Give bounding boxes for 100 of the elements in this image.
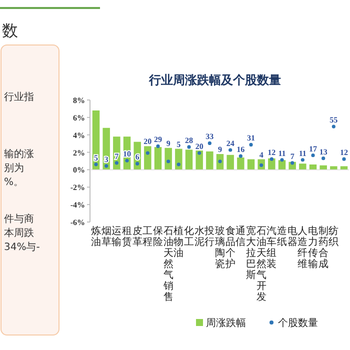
data-label: 12 xyxy=(268,148,276,158)
bar xyxy=(154,147,162,170)
point xyxy=(198,151,202,155)
point xyxy=(300,158,304,162)
text: 数 xyxy=(2,21,18,40)
bar xyxy=(144,146,152,170)
x-tick-label: 石油天然气销售 xyxy=(162,226,174,303)
x-tick-label: 制药合成 xyxy=(318,225,328,270)
x-tick-label: 玻璃陶瓷 xyxy=(215,225,225,270)
point xyxy=(156,144,160,148)
point xyxy=(104,164,108,168)
data-label: 13 xyxy=(319,147,328,156)
text: 件与商 xyxy=(4,213,34,225)
x-tick-label: 汽车组装 xyxy=(266,225,277,270)
bar xyxy=(196,150,203,170)
point xyxy=(228,148,232,152)
data-label: 5 xyxy=(94,153,98,162)
data-label: 24 xyxy=(226,139,234,148)
point xyxy=(270,157,274,161)
data-label: 7 xyxy=(114,152,119,161)
point xyxy=(280,158,284,162)
data-label: 20 xyxy=(195,142,204,152)
text: 行业指 xyxy=(4,91,34,103)
x-tick-label: 工程 xyxy=(142,226,153,248)
data-label: 28 xyxy=(185,136,193,145)
x-tick-label: 电力传输 xyxy=(308,225,318,270)
text: 别为 xyxy=(4,162,24,174)
x-tick-label: 投行 xyxy=(204,225,215,248)
y-tick-label: 4% xyxy=(73,130,85,140)
data-label: 7 xyxy=(290,152,294,161)
x-tick-label: 通信 xyxy=(236,225,246,248)
bar xyxy=(330,166,338,170)
data-label: 20 xyxy=(144,137,152,146)
data-label: 29 xyxy=(154,135,162,144)
bar xyxy=(102,128,110,170)
data-label: 16 xyxy=(236,145,245,154)
y-tick-label: 0% xyxy=(73,166,85,175)
point xyxy=(187,145,191,149)
data-label: 55 xyxy=(330,116,338,125)
x-tick-label: 造纸 xyxy=(277,225,287,248)
bar xyxy=(237,158,244,170)
point xyxy=(249,142,253,147)
point xyxy=(311,154,315,158)
data-label: 33 xyxy=(206,132,214,142)
y-tick-label: -6% xyxy=(70,218,85,227)
point xyxy=(290,161,294,165)
data-label: 31 xyxy=(247,134,255,143)
x-tick-label: 炼油 xyxy=(91,225,101,248)
point xyxy=(125,158,129,162)
x-tick-label: 化工 xyxy=(184,225,194,248)
point xyxy=(322,156,326,160)
data-label: 12 xyxy=(340,148,348,158)
bar xyxy=(247,159,255,170)
y-tick-label: 8% xyxy=(73,96,85,105)
point xyxy=(146,151,150,155)
x-tick-label: 宽大拉巴斯 xyxy=(246,225,256,281)
bar xyxy=(340,166,348,170)
data-label: 9 xyxy=(166,138,170,148)
data-label: 11 xyxy=(298,148,306,158)
point xyxy=(332,124,336,128)
legend-label: 个股数量 xyxy=(278,317,318,329)
legend-label: 周涨跌幅 xyxy=(206,317,246,329)
text: 34%与- xyxy=(4,241,40,253)
point xyxy=(114,161,118,165)
data-label: 3 xyxy=(104,154,108,164)
x-tick-label: 租赁 xyxy=(122,226,132,248)
data-label: 17 xyxy=(309,144,317,154)
bar xyxy=(175,148,182,170)
point xyxy=(136,162,140,166)
x-tick-label: 人造纤维 xyxy=(298,226,308,270)
bar xyxy=(309,164,317,170)
y-tick-label: -2% xyxy=(70,183,85,192)
bar xyxy=(320,165,327,170)
x-tick-label: 烟草 xyxy=(101,225,112,248)
y-tick-label: -4% xyxy=(70,200,85,210)
data-label: 6 xyxy=(135,152,140,162)
x-tick-label: 食品个护 xyxy=(224,225,236,270)
bar xyxy=(164,148,172,170)
x-tick-label: 运输 xyxy=(112,225,122,248)
x-tick-label: 保险 xyxy=(153,226,163,248)
x-tick-label: 石油天然气开发 xyxy=(256,226,266,303)
text: %。 xyxy=(4,177,24,188)
data-label: 4 xyxy=(259,150,264,160)
data-label: 11 xyxy=(278,148,286,158)
bar xyxy=(268,158,276,170)
point xyxy=(208,141,212,145)
x-tick-label: 纺织 xyxy=(328,225,339,248)
chart-title: 行业周涨跌幅及个股数量 xyxy=(148,73,281,87)
data-label: 9 xyxy=(218,145,222,154)
bar xyxy=(226,154,234,170)
point xyxy=(176,162,180,166)
point xyxy=(342,157,346,161)
bar xyxy=(206,151,214,170)
bar xyxy=(299,164,306,170)
x-tick-label: 电器 xyxy=(287,225,298,248)
y-tick-label: 2% xyxy=(73,148,85,158)
bar xyxy=(185,150,193,170)
point xyxy=(238,154,242,158)
x-tick-label: 水泥 xyxy=(194,225,204,248)
x-tick-label: 皮革 xyxy=(132,225,142,248)
